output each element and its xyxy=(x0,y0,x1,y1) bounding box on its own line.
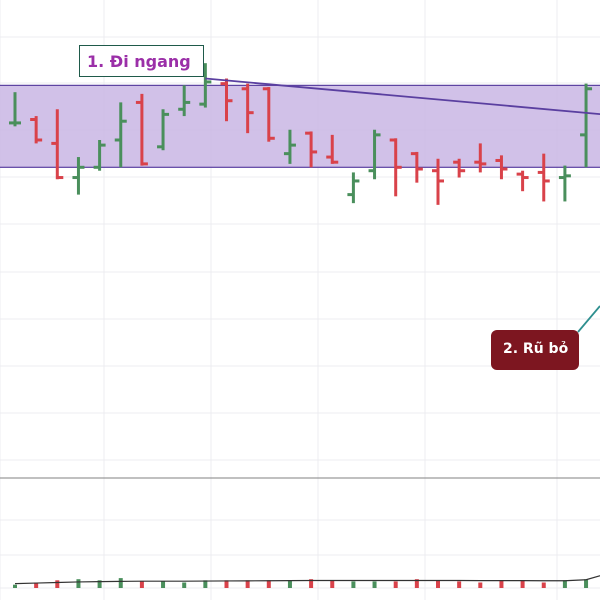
volume-bar xyxy=(393,581,398,588)
volume-bar xyxy=(372,581,377,588)
annotation-horizontal: 1. Đi ngang xyxy=(79,45,204,77)
trendline xyxy=(205,77,600,116)
volume-bar xyxy=(139,581,144,588)
volume-bar xyxy=(520,580,525,588)
volume-bar xyxy=(562,580,567,588)
volume-bar xyxy=(541,582,546,588)
volume-bar xyxy=(351,581,356,588)
volume-bar xyxy=(161,581,166,588)
volume-bar xyxy=(203,580,208,588)
volume-bar xyxy=(76,579,81,588)
volume-bar xyxy=(224,580,229,588)
annotation-connector xyxy=(577,305,600,333)
volume-bar xyxy=(266,580,271,588)
volume-bar xyxy=(499,580,504,588)
volume-ma-line xyxy=(14,575,600,585)
volume-bar xyxy=(245,580,250,588)
volume-bar xyxy=(436,580,440,588)
volume-bar xyxy=(182,582,187,588)
volume-bar xyxy=(457,581,462,588)
volume-bar xyxy=(13,584,17,588)
volume-bar xyxy=(478,582,483,588)
range-zone xyxy=(0,84,600,168)
volume-bar xyxy=(287,580,292,588)
volume-bar xyxy=(309,579,314,588)
volume-bar xyxy=(97,580,102,588)
volume-bar xyxy=(584,579,589,588)
volume-bar xyxy=(330,580,335,588)
volume-bar xyxy=(118,578,123,588)
volume-bar xyxy=(414,579,419,588)
volume-bar xyxy=(55,580,60,588)
volume-bar xyxy=(34,582,39,588)
annotation-shakeout: 2. Rũ bỏ xyxy=(491,330,579,370)
